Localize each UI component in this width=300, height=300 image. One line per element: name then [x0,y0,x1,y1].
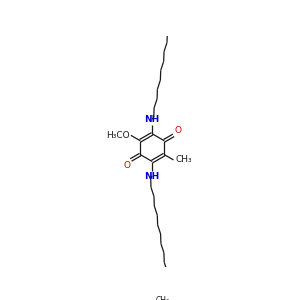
Text: CH₃: CH₃ [175,155,192,164]
Text: O: O [123,161,130,170]
Text: CH₃: CH₃ [155,296,169,300]
Text: H₃CO: H₃CO [106,131,129,140]
Text: NH: NH [145,115,160,124]
Text: NH: NH [145,172,160,181]
Text: O: O [174,126,181,135]
